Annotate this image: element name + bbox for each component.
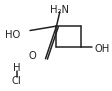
Text: HO: HO	[5, 30, 20, 40]
Text: H: H	[13, 63, 20, 73]
Text: O: O	[28, 51, 36, 61]
Text: H₂N: H₂N	[50, 5, 69, 15]
Text: OH: OH	[93, 44, 108, 54]
Text: Cl: Cl	[12, 76, 22, 86]
